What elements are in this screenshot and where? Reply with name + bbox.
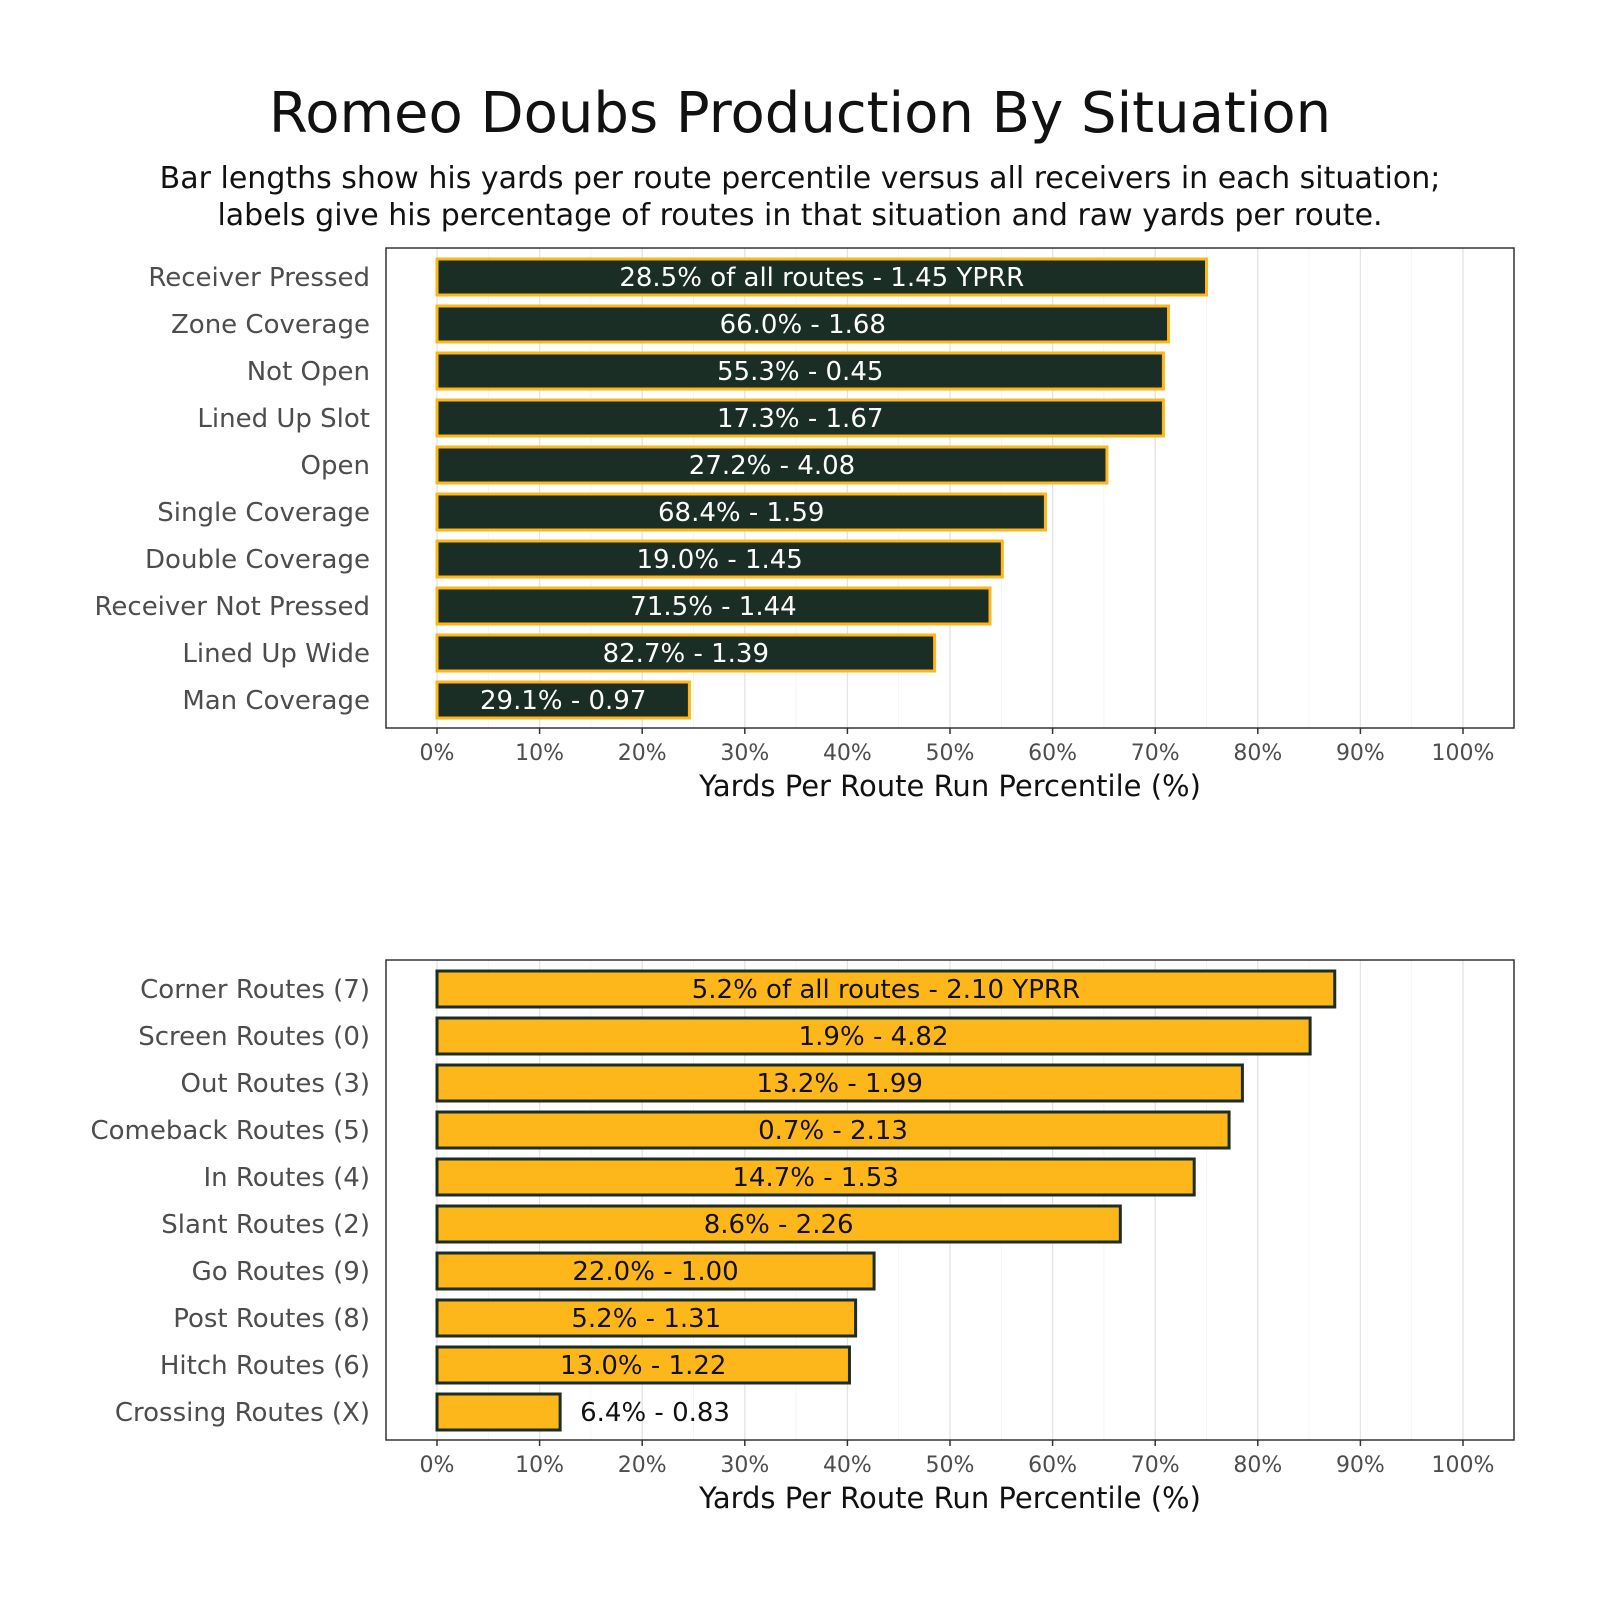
situation-x-tick-label: 0% — [420, 741, 455, 766]
route-bar-label: 5.2% of all routes - 2.10 YPRR — [692, 975, 1080, 1005]
situation-bar-label: 27.2% - 4.08 — [689, 451, 855, 481]
situation-bar — [435, 680, 691, 720]
route-bar-label: 6.4% - 0.83 — [580, 1398, 730, 1428]
situation-x-tick-label: 100% — [1432, 741, 1495, 766]
route-bar-label: 13.2% - 1.99 — [757, 1069, 923, 1099]
situation-bar-label: 29.1% - 0.97 — [480, 686, 646, 716]
route-bar — [435, 1110, 1231, 1150]
route-bar — [435, 1157, 1196, 1197]
route-bar — [435, 969, 1337, 1009]
route-bar-label: 13.0% - 1.22 — [560, 1351, 726, 1381]
route-type-bar-chart: 5.2% of all routes - 2.10 YPRR Corner Rou… — [90, 959, 1515, 1515]
route-category-label: Comeback Routes (5) — [90, 1116, 370, 1146]
route-x-tick-label: 50% — [926, 1453, 975, 1478]
route-bar-label: 22.0% - 1.00 — [572, 1257, 738, 1287]
situation-x-tick-label: 90% — [1336, 741, 1385, 766]
route-x-tick-label: 90% — [1336, 1453, 1385, 1478]
situation-x-tick-label: 30% — [720, 741, 769, 766]
situation-bar — [435, 351, 1165, 391]
situation-category-label: Receiver Not Pressed — [95, 592, 371, 622]
route-bar-label: 5.2% - 1.31 — [571, 1304, 721, 1334]
situation-bar — [435, 445, 1109, 485]
route-x-tick-label: 70% — [1131, 1453, 1180, 1478]
route-x-tick-label: 80% — [1233, 1453, 1282, 1478]
situation-category-label: Not Open — [247, 357, 370, 387]
route-x-tick-label: 10% — [515, 1453, 564, 1478]
situation-bar-label: 68.4% - 1.59 — [658, 498, 824, 528]
situation-bar — [435, 398, 1165, 438]
situation-bar — [435, 257, 1208, 297]
situation-category-label: Single Coverage — [157, 498, 370, 528]
situation-x-tick-label: 50% — [926, 741, 975, 766]
route-bar — [435, 1251, 876, 1291]
situation-category-label: Lined Up Wide — [182, 639, 370, 669]
chart-title: Romeo Doubs Production By Situation — [268, 81, 1332, 146]
situation-bar — [435, 492, 1047, 532]
route-bar — [435, 1016, 1312, 1056]
situation-category-label: Receiver Pressed — [148, 263, 370, 293]
situation-bar-label: 28.5% of all routes - 1.45 YPRR — [619, 263, 1024, 293]
situation-x-tick-label: 60% — [1028, 741, 1077, 766]
situation-bar — [435, 586, 992, 626]
situation-x-tick-label: 70% — [1131, 741, 1180, 766]
route-x-tick-label: 60% — [1028, 1453, 1077, 1478]
route-x-tick-label: 30% — [720, 1453, 769, 1478]
route-category-label: Screen Routes (0) — [138, 1022, 370, 1052]
chart-subtitle: Bar lengths show his yards per route per… — [100, 160, 1500, 234]
route-bar — [435, 1298, 858, 1338]
situation-x-tick-label: 80% — [1233, 741, 1282, 766]
route-x-tick-label: 20% — [618, 1453, 667, 1478]
route-x-axis-label: Yards Per Route Run Percentile (%) — [698, 1481, 1201, 1515]
route-bar — [435, 1392, 562, 1432]
situation-bar-label: 71.5% - 1.44 — [630, 592, 796, 622]
situation-bar-label: 55.3% - 0.45 — [717, 357, 883, 387]
route-bar — [435, 1063, 1244, 1103]
situation-x-axis-label: Yards Per Route Run Percentile (%) — [698, 769, 1201, 803]
route-bar-label: 0.7% - 2.13 — [758, 1116, 908, 1146]
situation-category-label: Man Coverage — [182, 686, 370, 716]
route-category-label: Crossing Routes (X) — [115, 1398, 370, 1428]
route-category-label: Hitch Routes (6) — [160, 1351, 370, 1381]
route-bar-label: 14.7% - 1.53 — [732, 1163, 898, 1193]
situation-x-tick-label: 20% — [618, 741, 667, 766]
route-x-tick-label: 100% — [1432, 1453, 1495, 1478]
route-category-label: Out Routes (3) — [180, 1069, 370, 1099]
subtitle-line-2: labels give his percentage of routes in … — [217, 198, 1383, 233]
route-bar-label: 8.6% - 2.26 — [704, 1210, 854, 1240]
route-x-tick-label: 0% — [420, 1453, 455, 1478]
situation-bar — [435, 633, 937, 673]
situation-category-label: Zone Coverage — [171, 310, 370, 340]
situation-category-label: Double Coverage — [145, 545, 370, 575]
situation-x-tick-label: 10% — [515, 741, 564, 766]
route-category-label: In Routes (4) — [203, 1163, 370, 1193]
subtitle-line-1: Bar lengths show his yards per route per… — [159, 161, 1441, 196]
situation-bar-label: 19.0% - 1.45 — [636, 545, 802, 575]
situation-bar — [435, 304, 1171, 344]
situation-category-label: Open — [301, 451, 370, 481]
situation-bar-label: 66.0% - 1.68 — [720, 310, 886, 340]
route-bar — [435, 1204, 1122, 1244]
route-category-label: Slant Routes (2) — [161, 1210, 370, 1240]
situation-bar — [435, 539, 1004, 579]
route-bar — [435, 1345, 851, 1385]
route-x-tick-label: 40% — [823, 1453, 872, 1478]
situation-category-label: Lined Up Slot — [197, 404, 370, 434]
situation-x-tick-label: 40% — [823, 741, 872, 766]
situation-bar-label: 17.3% - 1.67 — [717, 404, 883, 434]
route-category-label: Go Routes (9) — [192, 1257, 370, 1287]
route-bar-label: 1.9% - 4.82 — [799, 1022, 949, 1052]
situation-bar-chart: 28.5% of all routes - 1.45 YPRR Receiver … — [95, 247, 1515, 803]
route-category-label: Post Routes (8) — [173, 1304, 370, 1334]
route-category-label: Corner Routes (7) — [140, 975, 370, 1005]
situation-bar-label: 82.7% - 1.39 — [603, 639, 769, 669]
